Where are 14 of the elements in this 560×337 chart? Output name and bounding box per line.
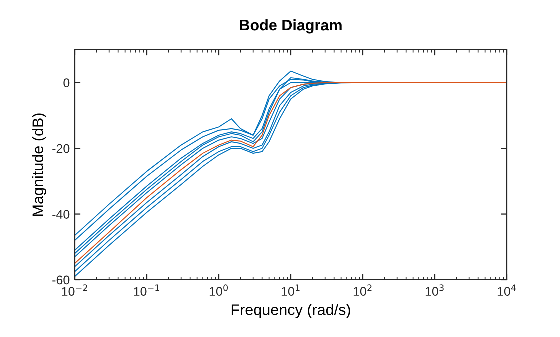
x-tick-label: 10$^{3}$ [426, 284, 444, 296]
x-tick-label: 10$^{−2}$ [62, 284, 88, 296]
chart-title: Bode Diagram [240, 19, 342, 34]
x-tick-label: 10$^{2}$ [354, 284, 372, 296]
y-axis-title: Magnitude (dB) [32, 114, 47, 216]
y-tick-label: -20 [52, 144, 70, 154]
x-tick-label: 10$^{1}$ [282, 284, 300, 296]
y-tick-label: -40 [52, 210, 70, 219]
x-tick-label: 10$^{4}$ [498, 284, 516, 296]
y-tick-label: 0 [64, 78, 70, 88]
x-tick-label: 10$^{0}$ [210, 284, 228, 296]
x-axis-title: Frequency (rad/s) [232, 304, 350, 318]
y-tick-label: -60 [52, 276, 70, 285]
x-tick-label: 10$^{−1}$ [134, 284, 160, 296]
